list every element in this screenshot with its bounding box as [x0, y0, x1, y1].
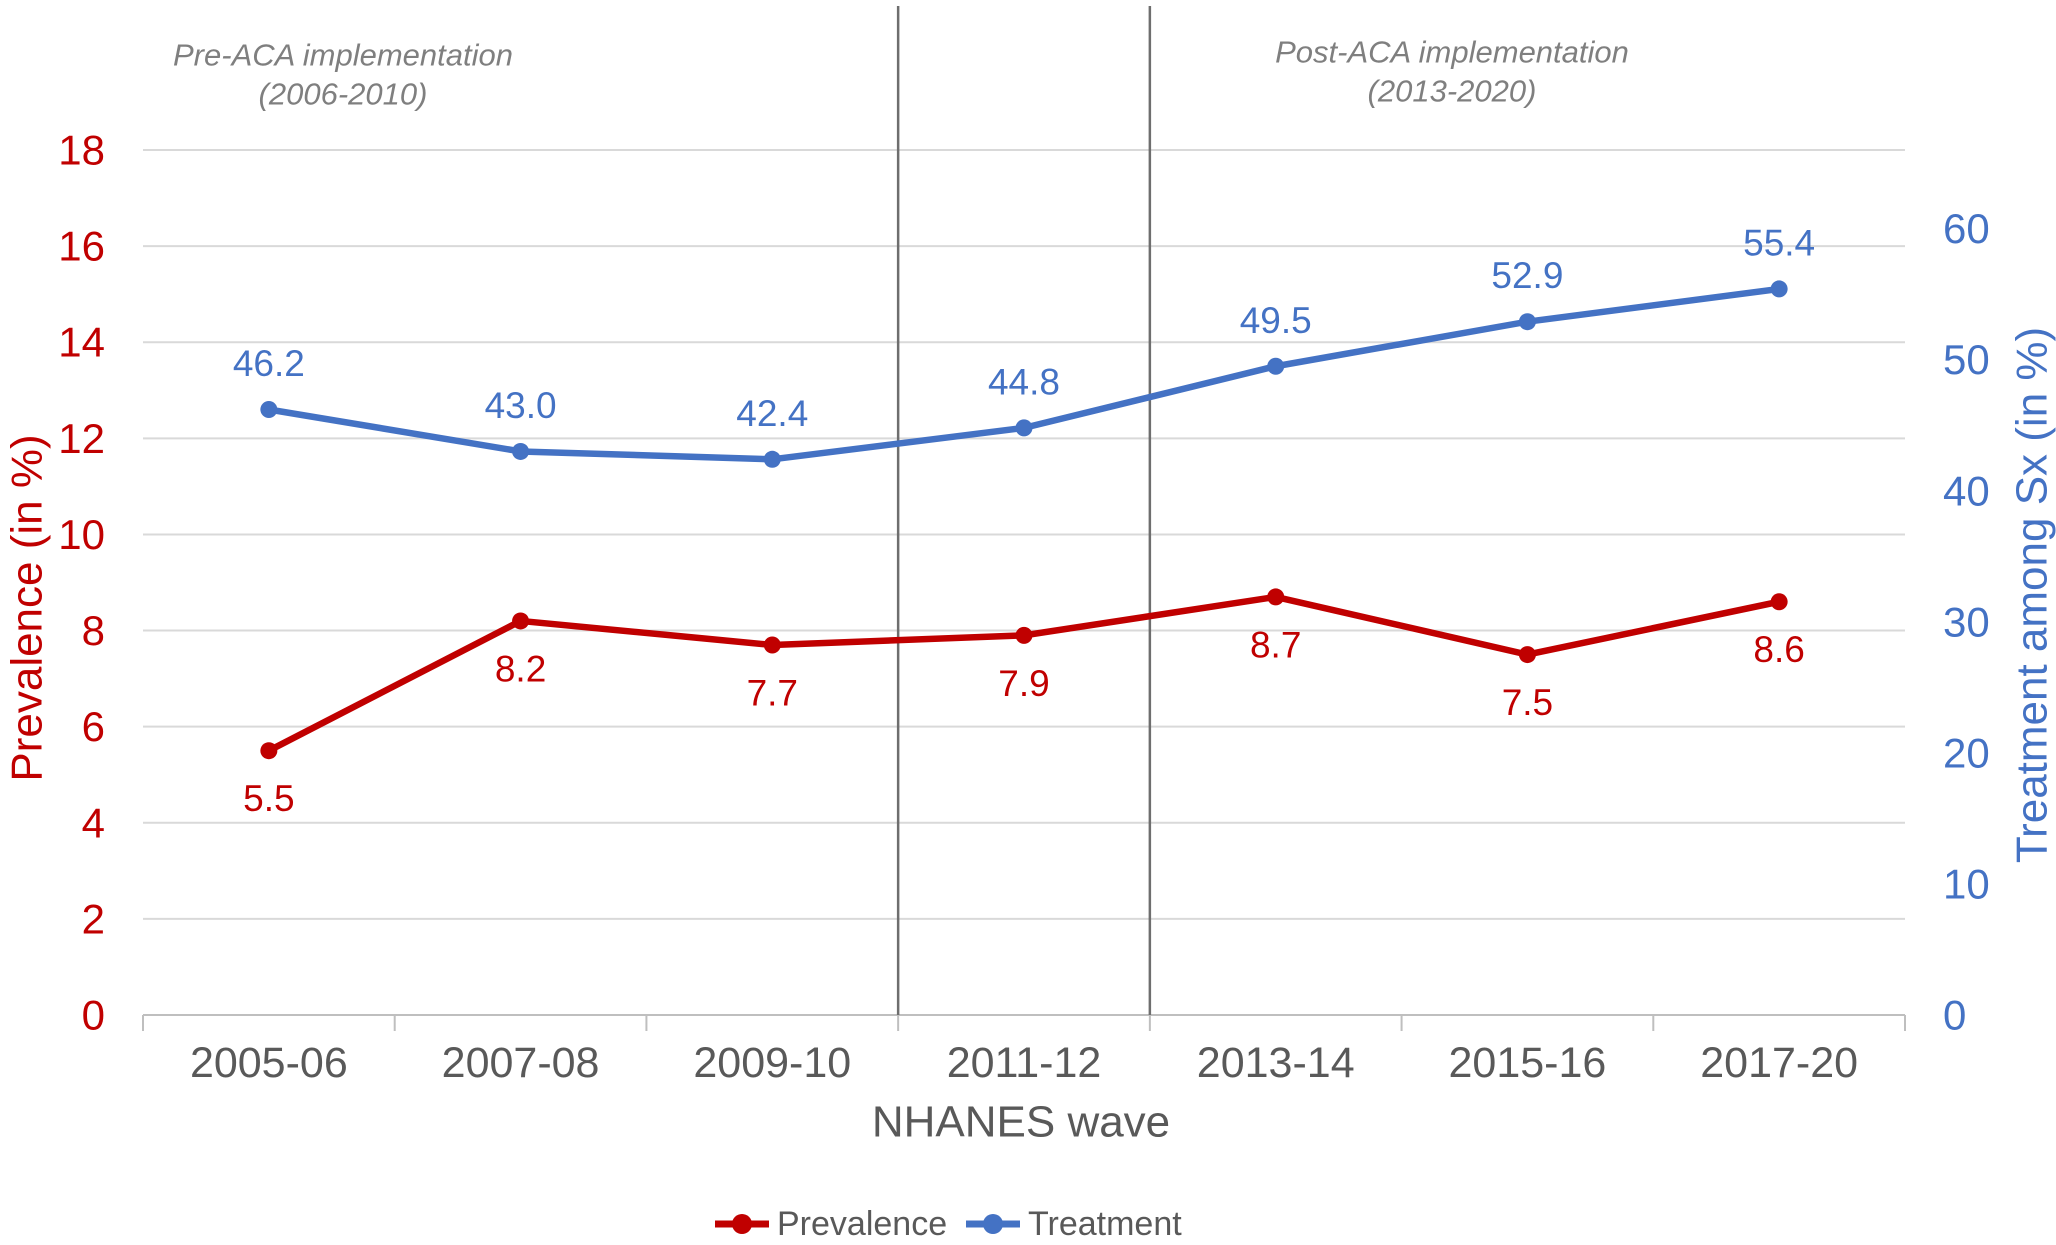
treatment-data-label-2005-06: 46.2: [233, 343, 305, 384]
treatment-data-label-2015-16: 52.9: [1491, 255, 1563, 296]
prevalence-point-2011-12: [1015, 626, 1033, 644]
prevalence-dot-marker-icon: [732, 1214, 752, 1234]
category-label-2011-12: 2011-12: [947, 1039, 1102, 1087]
prevalence-point-2007-08: [512, 612, 530, 630]
treatment-point-2005-06: [260, 401, 278, 418]
x-axis-layer: [142, 1014, 1906, 1031]
right-tick-label-60: 60: [1943, 205, 1990, 252]
left-tick-label-2: 2: [82, 895, 105, 942]
prevalence-data-label-2007-08: 8.2: [495, 648, 546, 689]
category-label-2005-06: 2005-06: [190, 1039, 348, 1087]
treatment-point-2009-10: [763, 450, 781, 468]
treatment-point-2013-14: [1267, 357, 1285, 375]
prevalence-point-2017-20: [1770, 593, 1788, 611]
category-label-2007-08: 2007-08: [442, 1039, 600, 1087]
legend: Prevalence Treatment: [715, 1205, 1182, 1243]
data-labels-layer: 5.5 8.2 7.7 7.9 8.7 7.5 8.6 46.2 43.0 42.4 44.8 49.…: [233, 222, 1815, 819]
left-tick-label-12: 12: [58, 415, 105, 462]
category-label-2013-14: 2013-14: [1197, 1039, 1355, 1087]
period-divider-lines: [896, 6, 1152, 1015]
annotation-post-aca: Post-ACA implementation (2013-2020): [1275, 35, 1629, 109]
left-tick-label-14: 14: [58, 319, 105, 366]
left-axis-title: Prevalence (in %): [3, 434, 52, 781]
treatment-data-label-2017-20: 55.4: [1743, 222, 1815, 263]
pre-aca-line1: Pre-ACA implementation: [173, 38, 513, 73]
left-tick-label-16: 16: [58, 223, 105, 270]
prevalence-point-2013-14: [1267, 588, 1285, 606]
legend-label-prevalence: Prevalence: [777, 1205, 947, 1243]
treatment-data-label-2013-14: 49.5: [1240, 300, 1312, 341]
left-tick-label-0: 0: [82, 992, 105, 1039]
prevalence-data-label-2017-20: 8.6: [1753, 629, 1804, 670]
legend-item-treatment: Treatment: [966, 1205, 1182, 1243]
right-tick-label-40: 40: [1943, 467, 1990, 514]
category-label-2017-20: 2017-20: [1700, 1039, 1858, 1087]
treatment-point-2015-16: [1518, 313, 1536, 331]
right-tick-label-50: 50: [1943, 336, 1990, 383]
legend-label-treatment: Treatment: [1028, 1205, 1182, 1243]
treatment-dot-marker-icon: [983, 1214, 1003, 1234]
treatment-data-label-2009-10: 42.4: [736, 393, 808, 434]
category-label-2009-10: 2009-10: [693, 1039, 851, 1087]
right-axis-tick-labels: 0 10 20 30 40 50 60: [1943, 205, 1990, 1038]
prevalence-data-label-2011-12: 7.9: [998, 663, 1049, 704]
prevalence-data-label-2009-10: 7.7: [747, 672, 798, 713]
right-tick-label-10: 10: [1943, 860, 1990, 907]
gridlines-layer: [143, 149, 1905, 920]
right-tick-label-30: 30: [1943, 598, 1990, 645]
x-axis-title: NHANES wave: [872, 1098, 1170, 1147]
annotation-pre-aca: Pre-ACA implementation (2006-2010): [173, 38, 513, 112]
treatment-data-label-2011-12: 44.8: [988, 361, 1060, 402]
left-tick-label-18: 18: [58, 127, 105, 174]
legend-item-prevalence: Prevalence: [715, 1205, 947, 1243]
right-tick-label-0: 0: [1943, 992, 1966, 1039]
prevalence-data-label-2015-16: 7.5: [1502, 682, 1553, 723]
right-axis-title: Treatment among Sx (in %): [2008, 327, 2056, 863]
prevalence-point-2009-10: [763, 636, 781, 654]
treatment-point-2007-08: [512, 442, 530, 460]
left-tick-label-8: 8: [82, 607, 105, 654]
prevalence-data-label-2013-14: 8.7: [1250, 624, 1301, 665]
left-tick-label-10: 10: [58, 511, 105, 558]
series-layer: [260, 280, 1788, 760]
category-label-2015-16: 2015-16: [1449, 1039, 1607, 1087]
prevalence-point-2015-16: [1518, 646, 1536, 664]
post-aca-line2: (2013-2020): [1368, 74, 1537, 109]
treatment-data-label-2007-08: 43.0: [485, 385, 557, 426]
category-labels-layer: 2005-06 2007-08 2009-10 2011-12 2013-14 2015-…: [190, 1039, 1858, 1087]
pre-aca-line2: (2006-2010): [259, 77, 428, 112]
prevalence-point-2005-06: [260, 742, 278, 760]
post-aca-line1: Post-ACA implementation: [1275, 35, 1629, 70]
treatment-point-2011-12: [1015, 419, 1033, 437]
right-tick-label-20: 20: [1943, 729, 1990, 776]
treatment-point-2017-20: [1770, 280, 1788, 298]
left-tick-label-4: 4: [82, 799, 105, 846]
left-axis-tick-labels: 0 2 4 6 8 10 12 14 16 18: [58, 127, 105, 1039]
prevalence-data-label-2005-06: 5.5: [243, 778, 294, 819]
left-tick-label-6: 6: [82, 703, 105, 750]
